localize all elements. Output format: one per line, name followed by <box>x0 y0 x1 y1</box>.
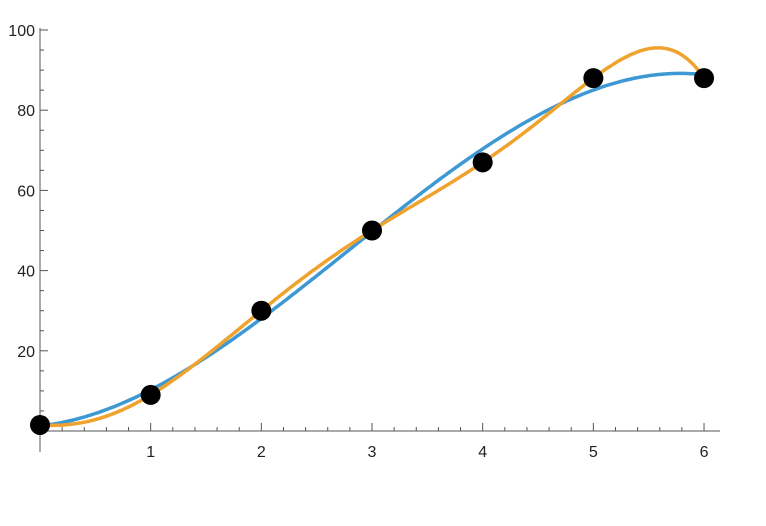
x-tick-label: 1 <box>146 444 155 461</box>
x-tick-label: 2 <box>257 444 266 461</box>
y-tick-label: 20 <box>17 344 35 361</box>
y-tick-label: 60 <box>17 183 35 200</box>
data-point <box>251 300 272 321</box>
data-points <box>30 68 715 435</box>
y-tick-label: 100 <box>8 23 35 40</box>
data-point <box>472 152 493 173</box>
data-point <box>362 220 383 241</box>
data-point <box>694 68 715 89</box>
axes: 1 2 3 4 5 6 20 40 60 80 100 <box>8 23 720 461</box>
data-point <box>30 414 50 435</box>
data-point <box>140 384 161 405</box>
y-tick-label: 40 <box>17 264 35 281</box>
x-tick-label: 6 <box>700 444 709 461</box>
x-tick-label: 3 <box>368 444 377 461</box>
data-point <box>583 68 604 89</box>
x-tick-label: 5 <box>589 444 598 461</box>
fit-curve <box>39 71 705 428</box>
y-tick-label: 80 <box>17 103 35 120</box>
x-tick-label: 4 <box>478 444 487 461</box>
